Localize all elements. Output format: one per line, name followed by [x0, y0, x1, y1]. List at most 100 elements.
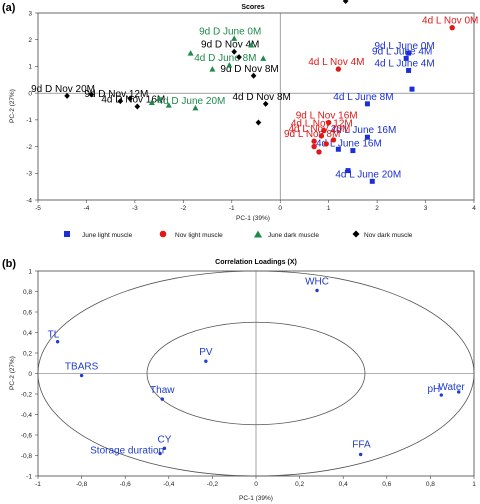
june-dark-triangle-point	[260, 55, 267, 61]
loading-point-tl	[55, 340, 60, 344]
loadings-y-ticks: 1 0,8 0,6 0,4 0,2 0 -0,2 -0,4 -0,6 -0,8 -1	[21, 268, 38, 480]
june-dark-triangle-point	[226, 62, 233, 68]
nov-dark-diamond-point	[342, 0, 349, 4]
scores-y-ticks: 3 2 1 0 -1 -2 -3 -4	[26, 10, 38, 204]
nov-light-circle-point	[311, 138, 317, 144]
scores-x-axis-label: PC-1 (39%)	[236, 215, 270, 222]
scores-title: Scores	[241, 4, 264, 11]
nov-dark-diamond-point	[262, 100, 269, 107]
loading-label: Storage duration	[90, 445, 164, 456]
loadings-y-tick-label: 0,2	[23, 350, 32, 357]
loading-point-cy	[162, 446, 167, 451]
nov-light-circle-point	[449, 24, 455, 31]
nov-dark-diamond-point	[134, 103, 141, 110]
scores-point-label: 4d D June 20M	[158, 96, 226, 107]
scores-y-tick-label: -4	[26, 197, 32, 204]
scores-plot-frame	[37, 12, 475, 201]
june-dark-triangle-point	[192, 104, 199, 111]
legend-item-nov-light: Nov light muscle	[159, 230, 223, 239]
loading-point-ffa	[358, 452, 363, 457]
loadings-y-tick-label: 1	[28, 268, 32, 275]
loadings-x-tick-label: 0,8	[426, 481, 435, 488]
scores-y-tick-label: 2	[28, 37, 32, 44]
scores-point-label: 9d D Nov 4M	[201, 40, 259, 51]
loadings-y-tick-label: -0,2	[21, 391, 33, 398]
nov-light-circle-point	[335, 66, 342, 72]
loading-label: WHC	[305, 276, 329, 287]
legend-diamond-marker	[352, 230, 360, 238]
legend-label-june-light: June light muscle	[82, 232, 133, 239]
june-light-square-point	[364, 134, 370, 140]
loading-point-whc	[315, 288, 319, 293]
june-light-square-point	[406, 50, 412, 56]
loadings-zero-lines	[38, 271, 474, 476]
loadings-x-ticks: -1 -0,8 -0,6 -0,4 -0,2 0 0,2 0,4 0,6 0,8 1	[35, 476, 476, 488]
scores-y-tick-label: 3	[28, 10, 32, 17]
loadings-x-axis-label: PC-1 (39%)	[239, 495, 273, 502]
loadings-x-tick-label: -0,2	[207, 481, 219, 488]
nov-dark-diamond-point	[231, 48, 237, 55]
nov-light-circle-point	[318, 133, 325, 139]
legend-label-nov-dark: Nov dark muscle	[364, 232, 413, 239]
loading-point-pv	[204, 359, 208, 363]
loadings-y-axis-label: PC-2 (27%)	[9, 356, 16, 390]
scores-x-tick-label: 3	[424, 205, 428, 212]
scores-point-label: 9d L Nov 8M	[284, 129, 340, 140]
scores-zero-lines	[38, 13, 474, 200]
loading-label: TBARS	[65, 362, 99, 373]
loadings-x-tick-label: 0,4	[339, 481, 348, 488]
loadings-y-tick-label: 0,8	[23, 289, 32, 296]
loadings-title: Correlation Loadings (X)	[215, 259, 297, 266]
scores-y-tick-label: -1	[26, 117, 32, 124]
scores-point-label: 4d L June 8M	[333, 92, 393, 103]
scores-x-ticks: -5 -4 -3 -2 -1 0 1 2 3 4	[35, 200, 476, 212]
nov-light-circle-point	[330, 137, 337, 143]
loading-label: Water	[438, 382, 465, 393]
scores-point-label: 4d D Nov 16M	[101, 95, 165, 106]
scores-y-tick-label: 1	[28, 64, 32, 71]
loadings-x-tick-label: -1	[35, 481, 41, 488]
legend-triangle-marker	[254, 230, 262, 238]
legend-circle-marker	[159, 230, 167, 238]
scores-point-label: 4d L Nov 4M	[308, 57, 364, 68]
june-dark-triangle-point	[231, 35, 238, 41]
panel-a-label: (a)	[2, 2, 16, 14]
nov-light-circle-point	[316, 149, 322, 155]
scores-x-tick-label: -1	[229, 205, 235, 212]
june-light-square-point	[350, 148, 356, 154]
scores-x-tick-label: 1	[327, 205, 331, 212]
loadings-y-tick-label: 0,4	[23, 330, 32, 337]
loadings-x-tick-label: -0,6	[120, 481, 132, 488]
loading-label: FFA	[352, 439, 371, 450]
scores-y-axis-label: PC-2 (27%)	[9, 89, 16, 123]
scores-point-label: 4d L Nov 12M	[291, 119, 353, 130]
scores-y-tick-label: 0	[28, 90, 32, 97]
june-dark-triangle-point	[156, 95, 163, 101]
loadings-x-tick-label: 0,2	[295, 481, 304, 488]
nov-light-circle-point	[321, 127, 327, 134]
scores-y-tick-label: -3	[26, 171, 32, 178]
nov-dark-diamond-point	[127, 95, 133, 102]
loading-label: PV	[199, 347, 213, 358]
scores-point-label: 4d L June 16M	[331, 125, 397, 136]
loadings-y-tick-label: -0,6	[21, 432, 33, 439]
legend-label-june-dark: June dark muscle	[268, 232, 319, 239]
nov-dark-diamond-point	[250, 72, 257, 79]
scores-point-label: 9d D June 0M	[199, 26, 261, 37]
loading-point-ph	[439, 393, 443, 397]
scores-point-label: 9d L Nov 16M	[296, 111, 358, 122]
scores-point-label: 4d L Nov 20M	[288, 124, 350, 135]
legend-item-nov-dark: Nov dark muscle	[352, 230, 413, 239]
scores-point-label: 9d D Nov 8M	[220, 64, 278, 75]
loadings-chart: Correlation Loadings (X) 10,80,60,40,20-…	[9, 259, 476, 502]
scores-legend: June light muscle Nov light muscle June …	[64, 230, 413, 239]
loadings-y-tick-label: -0,8	[21, 453, 33, 460]
loadings-x-tick-label: -0,8	[76, 481, 88, 488]
loading-point-water	[457, 390, 461, 394]
june-light-square-point	[335, 146, 341, 152]
nov-dark-diamond-point	[64, 92, 70, 99]
scores-x-tick-label: -5	[35, 205, 41, 212]
loading-label: TL	[48, 330, 60, 341]
